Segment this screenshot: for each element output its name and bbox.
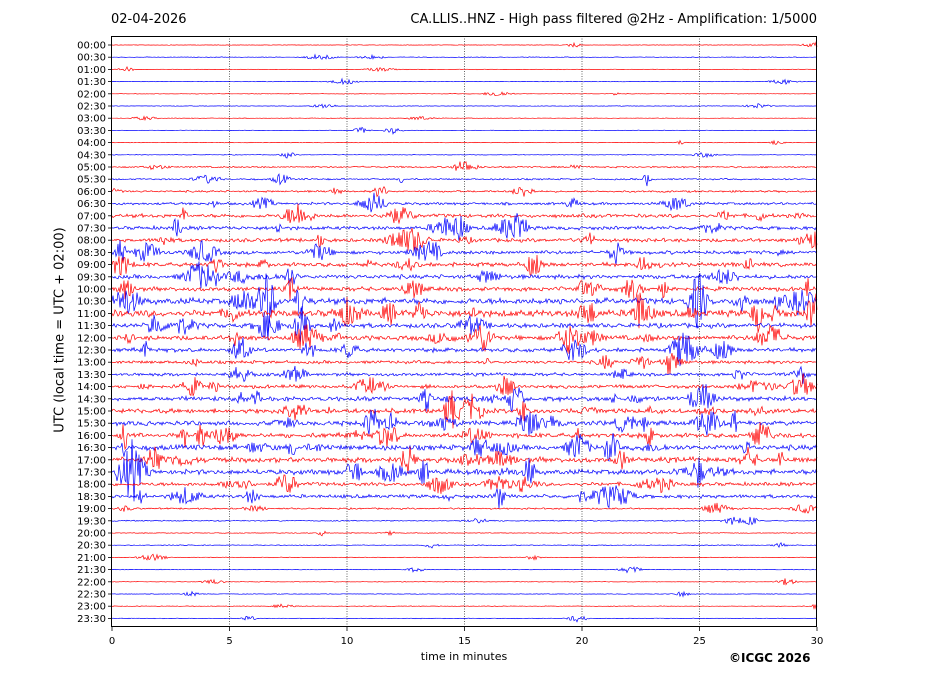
trace-row-1600 (111, 421, 818, 451)
y-tick-label: 11:30 (77, 321, 106, 332)
y-tick-label: 23:30 (77, 614, 106, 625)
y-tick-label: 17:30 (77, 468, 106, 479)
y-tick-label: 04:00 (77, 138, 106, 149)
y-tick-label: 07:30 (77, 224, 106, 235)
trace-row-1230 (111, 332, 818, 367)
y-tick-label: 07:00 (77, 211, 106, 222)
trace-row-2000 (111, 529, 818, 537)
trace-row-1430 (111, 384, 818, 413)
y-tick-label: 08:00 (77, 236, 106, 247)
y-tick-label: 01:30 (77, 77, 106, 88)
x-tick-label: 20 (576, 636, 589, 647)
trace-row-0430 (111, 152, 818, 159)
x-tick-label: 0 (109, 636, 115, 647)
y-tick-label: 15:30 (77, 419, 106, 430)
y-tick-label: 08:30 (77, 248, 106, 259)
y-tick-label: 02:30 (77, 102, 106, 113)
x-axis-label: time in minutes (420, 650, 508, 663)
trace-row-1700 (111, 446, 818, 474)
trace-row-1000 (111, 276, 818, 301)
x-tick-label: 25 (693, 636, 706, 647)
y-tick-label: 22:00 (77, 577, 106, 588)
y-tick-label: 23:00 (77, 602, 106, 613)
y-tick-label: 22:30 (77, 590, 106, 601)
y-tick-label: 12:30 (77, 346, 106, 357)
x-tick-label: 10 (341, 636, 354, 647)
trace-row-0000 (111, 40, 818, 48)
y-tick-label: 18:30 (77, 492, 106, 503)
x-tick-label: 15 (458, 636, 471, 647)
x-tick-labels: 0 5 10 15 20 25 30 (109, 627, 824, 647)
y-tick-label: 10:30 (77, 297, 106, 308)
trace-row-1630 (111, 433, 818, 462)
trace-row-2030 (111, 541, 817, 549)
y-tick-label: 10:00 (77, 285, 106, 296)
y-tick-label: 19:00 (77, 504, 106, 515)
y-tick-label: 17:00 (77, 455, 106, 466)
y-tick-label: 06:30 (77, 199, 106, 210)
y-tick-label: 12:00 (77, 333, 106, 344)
y-tick-label: 16:30 (77, 443, 106, 454)
y-tick-label: 18:00 (77, 480, 106, 491)
y-tick-label: 05:30 (77, 175, 106, 186)
y-tick-label: 09:00 (77, 260, 106, 271)
copyright-label: ©ICGC 2026 (729, 651, 811, 665)
y-tick-label: 03:00 (77, 114, 106, 125)
y-tick-label: 04:30 (77, 150, 106, 161)
y-tick-label: 19:30 (77, 516, 106, 527)
grid-lines (229, 36, 700, 627)
y-tick-label: 01:00 (77, 65, 106, 76)
y-tick-label: 20:00 (77, 529, 106, 540)
x-tick-label: 30 (811, 636, 824, 647)
y-tick-label: 13:00 (77, 358, 106, 369)
y-tick-label: 11:00 (77, 309, 106, 320)
y-tick-label: 02:00 (77, 89, 106, 100)
y-tick-label: 00:00 (77, 41, 106, 52)
y-tick-label: 15:00 (77, 407, 106, 418)
trace-row-0830 (111, 239, 818, 266)
trace-row-1930 (111, 516, 818, 526)
y-tick-label: 09:30 (77, 272, 106, 283)
y-tick-label: 13:30 (77, 370, 106, 381)
y-tick-label: 20:30 (77, 541, 106, 552)
trace-row-0400 (111, 139, 818, 146)
y-tick-label: 21:30 (77, 565, 106, 576)
y-axis-label: UTC (local time = UTC + 02:00) (52, 227, 68, 433)
trace-row-2100 (111, 553, 818, 562)
chart-title: CA.LLIS..HNZ - High pass filtered @2Hz -… (410, 12, 817, 27)
y-tick-label: 05:00 (77, 163, 106, 174)
trace-row-0300 (112, 115, 817, 121)
trace-row-0330 (112, 126, 818, 135)
y-tick-label: 03:30 (77, 126, 106, 137)
y-tick-label: 21:00 (77, 553, 106, 564)
date-label: 02-04-2026 (111, 12, 187, 27)
trace-row-0900 (111, 254, 818, 277)
y-tick-label: 00:30 (77, 53, 106, 64)
x-tick-label: 5 (226, 636, 232, 647)
y-tick-label: 14:30 (77, 394, 106, 405)
y-tick-label: 14:00 (77, 382, 106, 393)
y-tick-label: 16:00 (77, 431, 106, 442)
y-tick-label: 06:00 (77, 187, 106, 198)
plot-frame (111, 36, 817, 627)
trace-row-0030 (111, 53, 818, 60)
